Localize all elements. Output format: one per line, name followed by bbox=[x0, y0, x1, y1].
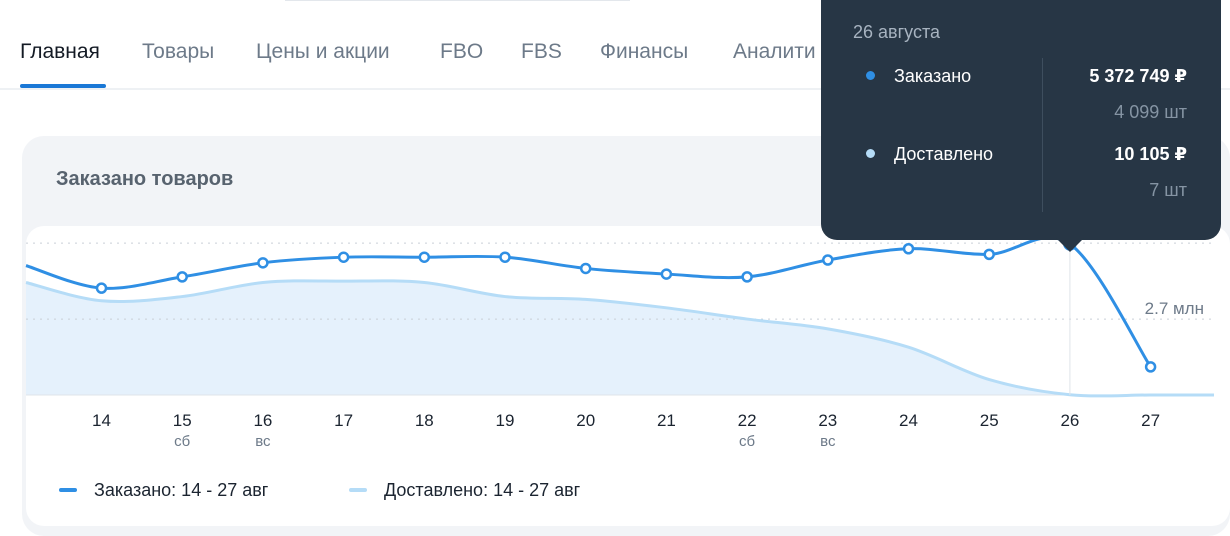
tab-fbs[interactable]: FBS bbox=[521, 40, 562, 63]
legend-label-ordered: Заказано: 14 - 27 авг bbox=[94, 479, 269, 500]
data-point-ordered-23 bbox=[822, 254, 834, 266]
card-title: Заказано товаров bbox=[56, 168, 234, 190]
tooltip-delivered-value: 10 105 ₽ bbox=[1114, 144, 1187, 164]
main-tabs: Главная Товары Цены и акции FBO FBS Фина… bbox=[0, 0, 1230, 90]
tooltip-ordered-label: Заказано bbox=[894, 66, 972, 86]
x-tick-label-24: 24 bbox=[899, 411, 918, 430]
x-tick-label-19: 19 bbox=[496, 411, 515, 430]
tooltip-ordered-dot bbox=[866, 71, 875, 80]
tooltip-ordered-quantity: 4 099 шт bbox=[1114, 102, 1187, 122]
data-point-ordered-19 bbox=[499, 251, 511, 263]
tab-main[interactable]: Главная bbox=[20, 40, 100, 63]
tab-products[interactable]: Товары bbox=[142, 40, 215, 63]
y-tick-label-2: 2.7 млн bbox=[1145, 299, 1204, 318]
x-tick-label-26: 26 bbox=[1060, 411, 1079, 430]
data-point-ordered-22 bbox=[741, 271, 753, 283]
data-point-ordered-16 bbox=[257, 257, 269, 269]
chart-tooltip: 26 августа Заказано 5 372 749 ₽ 4 099 шт… bbox=[821, 0, 1221, 240]
x-tick-weekday-22: сб bbox=[739, 433, 755, 450]
tooltip-ordered-value: 5 372 749 ₽ bbox=[1089, 66, 1187, 86]
data-point-ordered-14 bbox=[95, 282, 108, 294]
data-point-ordered-21 bbox=[660, 268, 673, 280]
series-line-delivered bbox=[25, 279, 1215, 398]
tab-finance[interactable]: Финансы bbox=[600, 40, 689, 63]
tooltip-date: 26 августа bbox=[853, 22, 941, 42]
legend-swatch-delivered bbox=[349, 488, 367, 492]
top-bar-edge bbox=[285, 0, 630, 1]
data-point-ordered-15 bbox=[176, 271, 188, 283]
x-tick-label-21: 21 bbox=[657, 411, 676, 430]
x-tick-label-14: 14 bbox=[92, 411, 111, 430]
tooltip-delivered-dot bbox=[866, 149, 875, 158]
x-tick-label-16: 16 bbox=[253, 411, 272, 430]
data-point-ordered-18 bbox=[418, 251, 431, 263]
data-point-ordered-27 bbox=[1144, 361, 1157, 373]
x-tick-label-17: 17 bbox=[334, 411, 353, 430]
x-tick-label-18: 18 bbox=[415, 411, 434, 430]
data-point-ordered-25 bbox=[983, 248, 995, 261]
x-tick-label-22: 22 bbox=[738, 411, 757, 430]
tab-prices-promos[interactable]: Цены и акции bbox=[256, 40, 390, 63]
legend-swatch-ordered bbox=[59, 488, 77, 492]
x-tick-label-20: 20 bbox=[576, 411, 595, 430]
tooltip-divider bbox=[1042, 58, 1043, 212]
tab-analytics[interactable]: Аналити bbox=[733, 40, 816, 63]
legend-item-delivered[interactable]: Доставлено: 14 - 27 авг bbox=[349, 478, 580, 502]
data-point-ordered-17 bbox=[337, 251, 350, 263]
x-tick-weekday-16: вс bbox=[255, 433, 271, 450]
tab-fbo[interactable]: FBO bbox=[440, 40, 484, 63]
x-tick-weekday-15: сб bbox=[174, 433, 190, 450]
x-tick-label-27: 27 bbox=[1141, 411, 1160, 430]
data-point-ordered-20 bbox=[579, 262, 592, 275]
delivered-area bbox=[26, 280, 1214, 396]
x-tick-weekday-23: вс bbox=[820, 433, 836, 450]
data-point-ordered-24 bbox=[902, 243, 915, 255]
x-tick-label-15: 15 bbox=[173, 411, 192, 430]
active-tab-indicator bbox=[20, 84, 106, 88]
tooltip-delivered-quantity: 7 шт bbox=[1149, 180, 1187, 200]
x-tick-label-23: 23 bbox=[818, 411, 837, 430]
tooltip-pointer bbox=[1056, 238, 1084, 252]
tooltip-delivered-label: Доставлено bbox=[894, 144, 994, 164]
legend-label-delivered: Доставлено: 14 - 27 авг bbox=[384, 479, 581, 500]
x-tick-label-25: 25 bbox=[980, 411, 999, 430]
legend-item-ordered[interactable]: Заказано: 14 - 27 авг bbox=[59, 478, 268, 502]
